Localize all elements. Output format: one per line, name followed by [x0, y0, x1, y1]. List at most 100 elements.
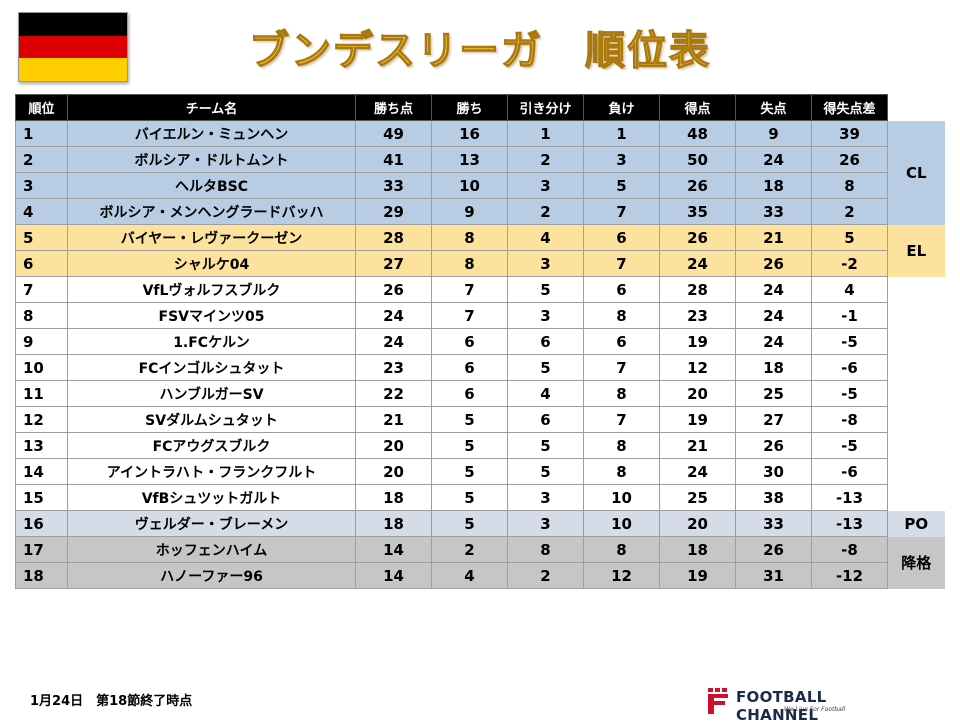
- page-title: ブンデスリーガ 順位表: [248, 27, 711, 74]
- flag-stripe-red: [19, 35, 127, 59]
- goals-against-cell: 26: [735, 250, 812, 277]
- wins-cell: 7: [431, 276, 508, 303]
- goals-against-cell: 30: [735, 458, 812, 485]
- rank-cell: 10: [15, 354, 68, 381]
- goals-against-cell: 33: [735, 198, 812, 225]
- losses-cell: 8: [583, 432, 660, 459]
- table-row: 15 VfBシュツットガルト 18 5 3 10 25 38 -13: [15, 484, 945, 511]
- losses-cell: 8: [583, 380, 660, 407]
- losses-cell: 10: [583, 510, 660, 537]
- points-cell: 26: [355, 276, 432, 303]
- wins-cell: 8: [431, 224, 508, 251]
- goal-difference-cell: -8: [811, 406, 888, 433]
- zone-spacer: [888, 407, 945, 433]
- wins-cell: 9: [431, 198, 508, 225]
- goals-for-cell: 35: [659, 198, 736, 225]
- rank-cell: 12: [15, 406, 68, 433]
- goals-against-cell: 26: [735, 432, 812, 459]
- losses-cell: 12: [583, 562, 660, 589]
- goals-against-cell: 24: [735, 276, 812, 303]
- losses-cell: 1: [583, 120, 660, 147]
- wins-cell: 5: [431, 432, 508, 459]
- wins-cell: 16: [431, 120, 508, 147]
- team-cell: ヴェルダー・ブレーメン: [67, 510, 356, 537]
- table-row: 2 ボルシア・ドルトムント 41 13 2 3 50 24 26: [15, 146, 945, 173]
- points-cell: 18: [355, 510, 432, 537]
- team-cell: 1.FCケルン: [67, 328, 356, 355]
- team-cell: バイエルン・ミュンヘン: [67, 120, 356, 147]
- draws-cell: 6: [507, 328, 584, 355]
- zone-label-relegation: 降格: [887, 536, 945, 589]
- points-cell: 24: [355, 328, 432, 355]
- zone-spacer: [888, 381, 945, 407]
- standings-body: 1 バイエルン・ミュンヘン 49 16 1 1 48 9 39 CL 2 ボルシア・ドルトムント 41 1…: [15, 120, 945, 589]
- goals-for-cell: 19: [659, 562, 736, 589]
- goal-difference-cell: -5: [811, 380, 888, 407]
- rank-cell: 11: [15, 380, 68, 407]
- column-header: 失点: [735, 94, 812, 121]
- rank-cell: 18: [15, 562, 68, 589]
- zone-header-spacer: [888, 95, 945, 121]
- points-cell: 23: [355, 354, 432, 381]
- table-header-row: 順位 チーム名 勝ち点 勝ち 引き分け 負け 得点 失点 得失点差: [15, 94, 945, 121]
- table-row: 17 ホッフェンハイム 14 2 8 8 18 26 -8 降格: [15, 536, 945, 589]
- goals-against-cell: 9: [735, 120, 812, 147]
- flag-stripe-black: [19, 13, 127, 36]
- draws-cell: 3: [507, 172, 584, 199]
- team-cell: FCアウグスブルク: [67, 432, 356, 459]
- goals-against-cell: 33: [735, 510, 812, 537]
- goals-for-cell: 24: [659, 458, 736, 485]
- zone-label-el: EL: [887, 224, 945, 277]
- table-row: 11 ハンブルガーSV 22 6 4 8 20 25 -5: [15, 380, 945, 407]
- losses-cell: 7: [583, 406, 660, 433]
- losses-cell: 8: [583, 302, 660, 329]
- wins-cell: 6: [431, 354, 508, 381]
- goal-difference-cell: 5: [811, 224, 888, 251]
- table-row: 9 1.FCケルン 24 6 6 6 19 24 -5: [15, 328, 945, 355]
- goals-for-cell: 23: [659, 302, 736, 329]
- wins-cell: 5: [431, 484, 508, 511]
- wins-cell: 2: [431, 536, 508, 563]
- points-cell: 22: [355, 380, 432, 407]
- wins-cell: 7: [431, 302, 508, 329]
- team-cell: ボルシア・メンヘングラードバッハ: [67, 198, 356, 225]
- draws-cell: 2: [507, 562, 584, 589]
- column-header: 得点: [659, 94, 736, 121]
- wins-cell: 13: [431, 146, 508, 173]
- goals-against-cell: 24: [735, 302, 812, 329]
- table-row: 14 アイントラハト・フランクフルト 20 5 5 8 24 30 -6: [15, 458, 945, 485]
- goal-difference-cell: -2: [811, 250, 888, 277]
- table-row: 13 FCアウグスブルク 20 5 5 8 21 26 -5: [15, 432, 945, 459]
- zone-label-cl: CL: [887, 120, 945, 225]
- draws-cell: 8: [507, 536, 584, 563]
- table-row: 18 ハノーファー96 14 4 2 12 19 31 -12: [15, 562, 945, 589]
- rank-cell: 9: [15, 328, 68, 355]
- goal-difference-cell: -13: [811, 484, 888, 511]
- column-header: 勝ち: [431, 94, 508, 121]
- points-cell: 28: [355, 224, 432, 251]
- draws-cell: 2: [507, 198, 584, 225]
- table-row: 5 バイヤー・レヴァークーゼン 28 8 4 6 26 21 5 EL: [15, 224, 945, 277]
- draws-cell: 4: [507, 224, 584, 251]
- rank-cell: 4: [15, 198, 68, 225]
- goal-difference-cell: -8: [811, 536, 888, 563]
- goal-difference-cell: 8: [811, 172, 888, 199]
- table-row: 7 VfLヴォルフスブルク 26 7 5 6 28 24 4: [15, 276, 945, 303]
- draws-cell: 3: [507, 484, 584, 511]
- losses-cell: 10: [583, 484, 660, 511]
- team-cell: FSVマインツ05: [67, 302, 356, 329]
- team-cell: バイヤー・レヴァークーゼン: [67, 224, 356, 251]
- draws-cell: 2: [507, 146, 584, 173]
- column-header: 引き分け: [507, 94, 584, 121]
- goals-for-cell: 18: [659, 536, 736, 563]
- column-header: チーム名: [67, 94, 356, 121]
- wins-cell: 5: [431, 510, 508, 537]
- table-row: 4 ボルシア・メンヘングラードバッハ 29 9 2 7 35 33 2: [15, 198, 945, 225]
- germany-flag: [18, 12, 128, 82]
- goal-difference-cell: -5: [811, 432, 888, 459]
- table-row: 8 FSVマインツ05 24 7 3 8 23 24 -1: [15, 302, 945, 329]
- points-cell: 14: [355, 562, 432, 589]
- points-cell: 49: [355, 120, 432, 147]
- draws-cell: 5: [507, 458, 584, 485]
- team-cell: ヘルタBSC: [67, 172, 356, 199]
